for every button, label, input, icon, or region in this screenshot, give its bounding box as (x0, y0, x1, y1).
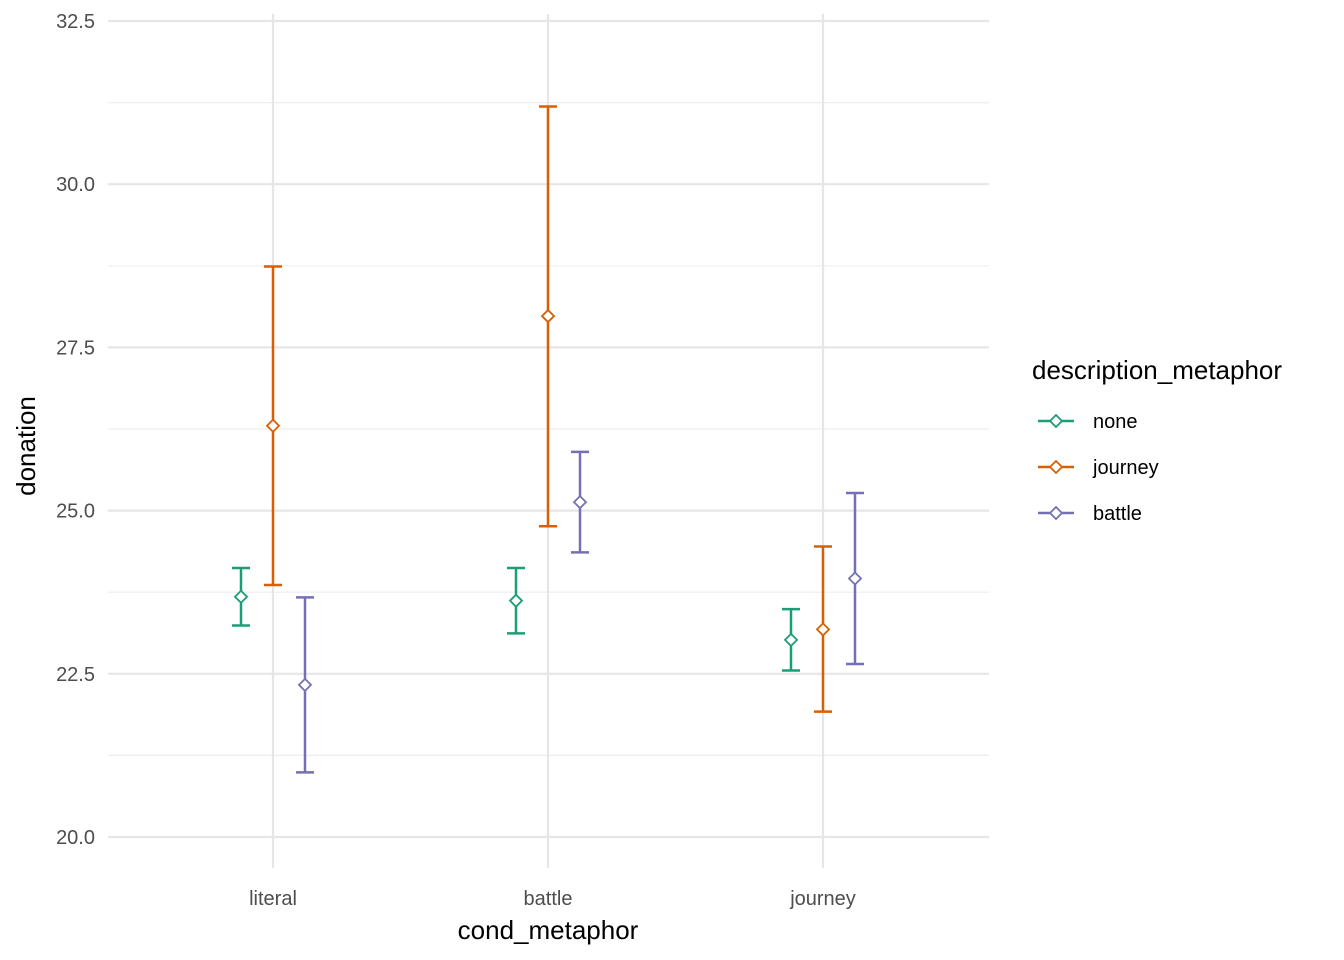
legend-item-journey: journey (1038, 457, 1159, 479)
legend-label: battle (1093, 503, 1142, 525)
legend-key-diamond (1048, 413, 1064, 429)
y-axis-ticks: 20.0 22.5 25.0 27.5 30.0 32.5 (56, 11, 95, 849)
y-tick-label: 20.0 (56, 827, 95, 849)
mean-point (783, 632, 799, 648)
error-bar-marks (232, 105, 864, 774)
y-tick-label: 32.5 (56, 11, 95, 33)
mean-point (297, 677, 313, 693)
mean-point (572, 494, 588, 510)
y-tick-label: 25.0 (56, 501, 95, 523)
mean-point (815, 622, 831, 637)
legend-label: none (1093, 411, 1138, 433)
y-tick-label: 27.5 (56, 337, 95, 359)
legend-items: none journey battle (1038, 411, 1159, 525)
y-tick-label: 30.0 (56, 174, 95, 196)
mean-point (265, 418, 281, 434)
y-tick-label: 22.5 (56, 664, 95, 686)
y-axis-title: donation (11, 396, 41, 496)
legend-label: journey (1092, 457, 1159, 479)
legend-title: description_metaphor (1032, 355, 1282, 385)
series-battle (296, 450, 864, 774)
mean-point (540, 308, 556, 324)
x-tick-label: journey (789, 888, 856, 910)
legend-key-diamond (1048, 505, 1064, 521)
x-axis-ticks: literal battle journey (249, 888, 856, 910)
x-tick-label: literal (249, 888, 297, 910)
mean-point (847, 571, 863, 586)
legend-item-battle: battle (1038, 503, 1142, 525)
x-axis-title: cond_metaphor (458, 915, 639, 945)
mean-point (233, 589, 249, 605)
legend-item-none: none (1038, 411, 1138, 433)
mean-point (508, 593, 524, 608)
x-tick-label: battle (524, 888, 573, 910)
legend-key-diamond (1048, 459, 1064, 475)
series-none (232, 566, 800, 672)
legend: description_metaphor none journey battle (1032, 355, 1282, 525)
series-journey (264, 105, 832, 713)
